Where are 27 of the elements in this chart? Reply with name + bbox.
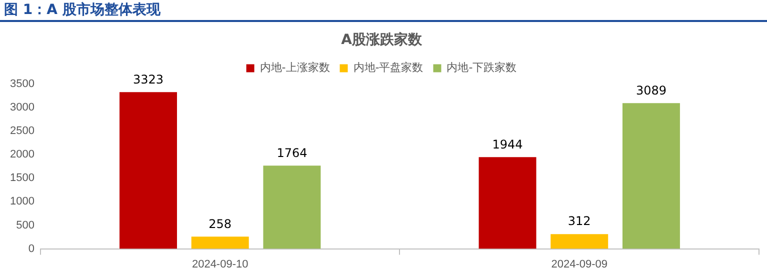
bar: [263, 166, 321, 249]
data-label: 258: [208, 216, 232, 231]
legend-label: 内地-上涨家数: [260, 61, 330, 74]
bar: [622, 103, 680, 249]
data-label: 1944: [492, 137, 523, 152]
bar: [550, 234, 608, 249]
x-tick-label: 2024-09-09: [551, 258, 608, 270]
y-tick-label: 1000: [10, 196, 34, 208]
chart-title: 图 1：A 股市场整体表现: [0, 0, 767, 22]
y-tick-label: 0: [28, 242, 34, 255]
chart-subtitle: A股涨跌家数: [341, 31, 423, 48]
legend-label: 内地-平盘家数: [353, 61, 424, 74]
data-label: 312: [568, 214, 591, 228]
bar: [120, 92, 177, 249]
y-tick-label: 1500: [10, 172, 34, 184]
data-label: 3089: [636, 83, 666, 98]
y-tick-label: 2000: [10, 148, 34, 161]
data-label: 3323: [132, 72, 164, 86]
data-label: 1764: [276, 146, 308, 160]
bar: [191, 236, 249, 249]
y-tick-label: 3000: [10, 101, 34, 114]
y-tick-label: 2500: [10, 124, 34, 137]
bar: [478, 157, 536, 249]
y-tick-label: 500: [16, 219, 34, 232]
x-tick-label: 2024-09-10: [192, 258, 248, 270]
legend-label: 内地-下跌家数: [446, 61, 517, 74]
y-tick-label: 3500: [10, 78, 34, 90]
